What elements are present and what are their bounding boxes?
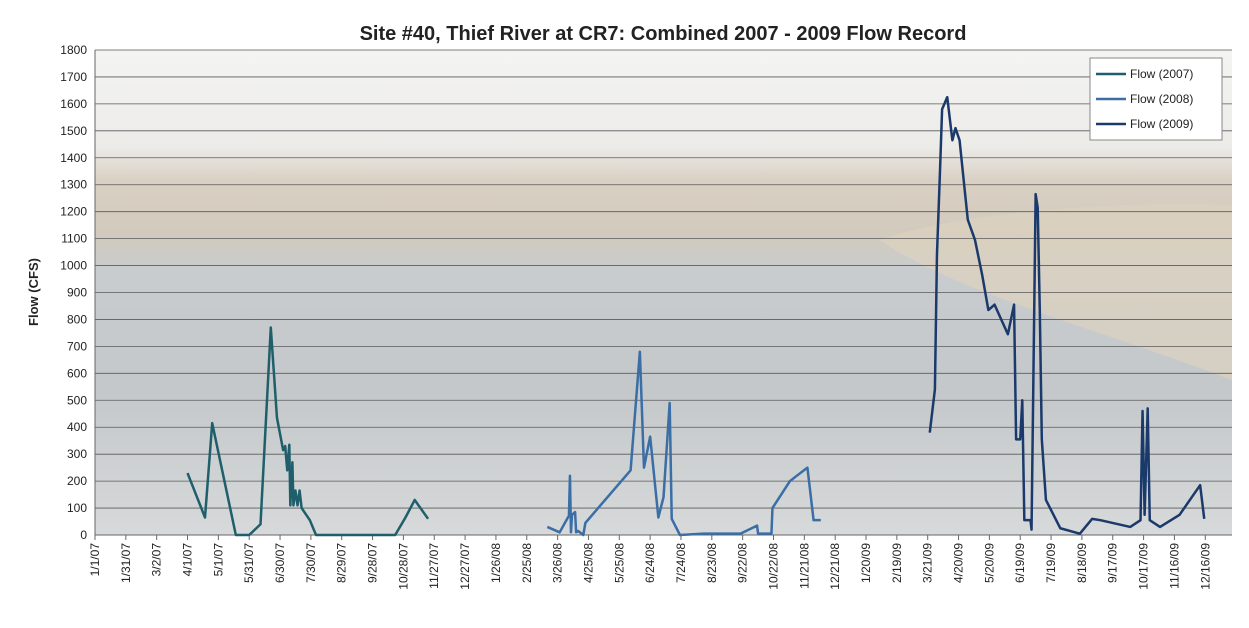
x-tick-label: 10/22/08 [766, 543, 780, 590]
x-tick-label: 9/17/09 [1106, 543, 1120, 583]
y-tick-label: 1700 [60, 70, 87, 84]
y-tick-label: 500 [67, 393, 87, 407]
x-tick-label: 8/18/09 [1075, 543, 1089, 583]
y-tick-label: 300 [67, 447, 87, 461]
x-tick-label: 5/1/07 [211, 543, 225, 577]
x-tick-label: 11/21/08 [797, 543, 811, 589]
y-tick-label: 700 [67, 339, 87, 353]
x-tick-label: 7/19/09 [1044, 543, 1058, 583]
data-line [186, 326, 430, 537]
legend-label: Flow (2009) [1130, 117, 1193, 131]
x-tick-label: 2/25/08 [520, 543, 534, 583]
y-tick-label: 800 [67, 312, 87, 326]
x-tick-label: 1/26/08 [489, 543, 503, 583]
x-tick-label: 6/19/09 [1013, 543, 1027, 583]
y-tick-label: 1400 [60, 151, 87, 165]
x-tick-label: 3/26/08 [551, 543, 565, 583]
x-tick-label: 12/27/07 [458, 543, 472, 590]
x-tick-label: 6/30/07 [273, 543, 287, 583]
x-tick-label: 12/16/09 [1198, 543, 1212, 590]
x-tick-label: 11/16/09 [1167, 543, 1181, 589]
data-line [546, 350, 821, 537]
y-tick-label: 900 [67, 286, 87, 300]
x-tick-label: 6/24/08 [643, 543, 657, 583]
y-tick-label: 200 [67, 474, 87, 488]
x-tick-label: 9/28/07 [366, 543, 380, 583]
x-tick-label: 10/17/09 [1137, 543, 1151, 590]
y-tick-label: 1600 [60, 97, 87, 111]
legend-label: Flow (2008) [1130, 92, 1193, 106]
x-tick-label: 1/1/07 [88, 543, 102, 577]
x-tick-label: 1/20/09 [859, 543, 873, 583]
legend-label: Flow (2007) [1130, 67, 1193, 81]
photo-bank [880, 204, 1232, 380]
x-tick-label: 12/21/08 [828, 543, 842, 590]
y-tick-label: 100 [67, 501, 87, 515]
legend: Flow (2007) Flow (2008) Flow (2009) [1089, 57, 1223, 141]
y-tick-label: 1100 [61, 232, 87, 246]
x-tick-label: 4/25/08 [581, 543, 595, 583]
x-tick-label: 4/20/09 [952, 543, 966, 583]
y-tick-label: 400 [67, 420, 87, 434]
x-tick-label: 8/23/08 [705, 543, 719, 583]
y-tick-label: 1800 [60, 43, 87, 57]
y-tick-label: 1500 [60, 124, 87, 138]
x-tick-label: 11/27/07 [427, 543, 441, 589]
x-tick-label: 1/31/07 [119, 543, 133, 583]
x-tick-label: 5/25/08 [612, 543, 626, 583]
x-tick-label: 5/20/09 [982, 543, 996, 583]
y-tick-label: 1200 [60, 205, 87, 219]
y-tick-label: 1000 [60, 259, 87, 273]
x-tick-label: 8/29/07 [335, 543, 349, 583]
x-tick-label: 3/2/07 [150, 543, 164, 577]
y-tick-label: 600 [67, 366, 87, 380]
x-tick-label: 10/28/07 [396, 543, 410, 590]
y-axis-label: Flow (CFS) [26, 258, 41, 326]
x-tick-label: 4/1/07 [181, 543, 195, 577]
x-tick-label: 7/24/08 [674, 543, 688, 583]
x-tick-label: 5/31/07 [242, 543, 256, 583]
chart-title: Site #40, Thief River at CR7: Combined 2… [360, 23, 967, 45]
x-tick-label: 9/22/08 [736, 543, 750, 583]
x-tick-label: 2/19/09 [890, 543, 904, 583]
y-tick-label: 1300 [60, 178, 87, 192]
data-line [928, 95, 1206, 535]
x-tick-label: 7/30/07 [304, 543, 318, 583]
x-tick-label: 3/21/09 [921, 543, 935, 583]
y-tick-label: 0 [80, 528, 87, 542]
